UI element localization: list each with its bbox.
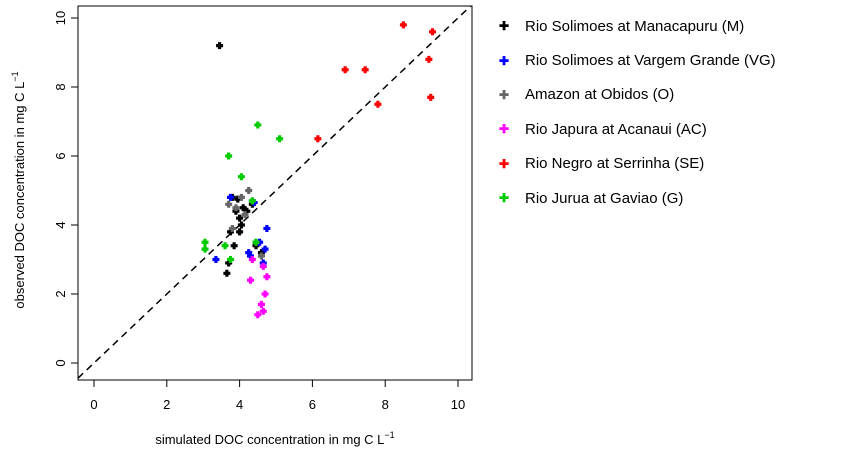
- data-point: [314, 135, 322, 143]
- legend-label: Rio Solimoes at Manacapuru (M): [525, 17, 745, 35]
- legend-item: ✚ Rio Jurua at Gaviao (G): [497, 181, 776, 215]
- y-tick-label: 10: [53, 11, 68, 25]
- data-point: [241, 211, 249, 219]
- x-tick-label: 4: [236, 397, 243, 412]
- data-point: [201, 238, 209, 246]
- legend-label: Rio Japura at Acanaui (AC): [525, 120, 707, 138]
- legend-swatch: ✚: [498, 122, 510, 137]
- data-point: [425, 55, 433, 63]
- legend-label: Rio Solimoes at Vargem Grande (VG): [525, 52, 776, 70]
- legend: ✚ Rio Solimoes at Manacapuru (M) ✚ Rio Soli…: [497, 9, 776, 215]
- plot-area: 0 2 4 6 8 10 0 2 4 6 8 10: [53, 5, 473, 412]
- x-tick-label: 8: [382, 397, 389, 412]
- legend-item: ✚ Rio Negro at Serrinha (SE): [497, 147, 776, 181]
- data-point: [228, 224, 236, 232]
- data-point: [259, 307, 267, 315]
- data-point: [237, 221, 245, 229]
- x-tick-label: 6: [309, 397, 316, 412]
- x-axis-label: simulated DOC concentration in mg C L−1: [155, 430, 394, 447]
- data-point: [237, 193, 245, 201]
- y-tick-label: 8: [53, 83, 68, 90]
- data-point: [248, 256, 256, 263]
- legend-label: Rio Negro at Serrinha (SE): [525, 155, 705, 173]
- data-point: [227, 193, 234, 201]
- data-point: [254, 121, 262, 129]
- data-point: [221, 242, 229, 250]
- data-point: [263, 273, 271, 281]
- legend-item: ✚ Rio Japura at Acanaui (AC): [497, 112, 776, 146]
- data-point: [216, 42, 224, 50]
- data-point: [261, 245, 269, 253]
- data-point: [257, 300, 265, 308]
- data-point: [374, 100, 382, 108]
- data-point: [261, 290, 269, 298]
- data-point: [245, 187, 253, 194]
- data-point: [248, 197, 256, 205]
- legend-swatch: ✚: [498, 53, 510, 68]
- data-point: [341, 66, 349, 74]
- plot-frame: [77, 5, 473, 381]
- data-point: [232, 204, 240, 212]
- data-point: [230, 242, 238, 250]
- data-point: [429, 28, 437, 36]
- legend-swatch: ✚: [498, 191, 510, 206]
- x-tick-label: 10: [451, 397, 465, 412]
- legend-swatch: ✚: [498, 156, 510, 171]
- data-point: [276, 135, 284, 143]
- y-tick-label: 4: [53, 221, 68, 228]
- data-point: [236, 214, 244, 222]
- legend-label: Amazon at Obidos (O): [525, 86, 675, 104]
- legend-label: Rio Jurua at Gaviao (G): [525, 189, 684, 207]
- data-point: [257, 252, 265, 260]
- legend-item: ✚ Rio Solimoes at Manacapuru (M): [497, 9, 776, 43]
- data-point: [427, 93, 435, 101]
- legend-item: ✚ Amazon at Obidos (O): [497, 78, 776, 112]
- data-point: [225, 200, 233, 208]
- data-point: [237, 173, 245, 181]
- y-axis-label: observed DOC concentration in mg C L−1: [10, 71, 27, 308]
- legend-swatch: ✚: [498, 87, 510, 102]
- x-tick-label: 2: [163, 397, 170, 412]
- data-point: [223, 269, 231, 277]
- data-point: [212, 256, 220, 263]
- data-point: [225, 152, 233, 160]
- data-point: [252, 238, 260, 246]
- data-point: [247, 276, 255, 284]
- data-point: [201, 245, 209, 253]
- data-point: [259, 262, 267, 270]
- y-tick-label: 6: [53, 152, 68, 159]
- x-tick-label: 0: [90, 397, 97, 412]
- one-to-one-line: [77, 5, 472, 379]
- y-tick-label: 0: [53, 359, 68, 366]
- data-point: [399, 21, 407, 29]
- legend-item: ✚ Rio Solimoes at Vargem Grande (VG): [497, 43, 776, 77]
- data-point: [236, 228, 244, 236]
- data-point: [361, 66, 369, 74]
- legend-swatch: ✚: [498, 19, 510, 34]
- data-point: [254, 311, 262, 319]
- y-tick-label: 2: [53, 290, 68, 297]
- data-point: [263, 224, 271, 232]
- data-point: [227, 256, 234, 263]
